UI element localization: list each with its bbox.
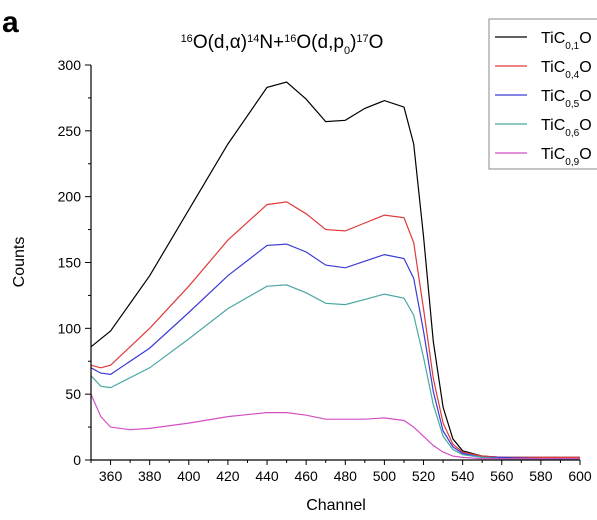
plot-area <box>90 81 580 460</box>
legend-entry: TiC0,5O <box>541 88 592 110</box>
chart-title: 16O(d,α)14N+16O(d,p0)17O <box>181 32 384 57</box>
legend-entry: TiC0,1O <box>541 30 592 52</box>
legend-entry: TiC0,4O <box>541 59 592 81</box>
x-tick-label: 600 <box>568 468 592 484</box>
x-axis-label: Channel <box>306 497 366 514</box>
x-tick-label: 560 <box>490 468 514 484</box>
x-tick-label: 500 <box>373 468 397 484</box>
y-tick-label: 200 <box>58 189 82 205</box>
y-tick-label: 300 <box>58 57 82 73</box>
x-tick-label: 440 <box>255 468 279 484</box>
legend-entry: TiC0,9O <box>541 146 592 168</box>
y-tick-label: 250 <box>58 123 82 139</box>
x-tick-label: 580 <box>529 468 553 484</box>
y-tick-label: 50 <box>65 386 81 402</box>
y-tick-label: 100 <box>58 320 82 336</box>
x-tick-label: 380 <box>138 468 162 484</box>
x-tick-label: 480 <box>334 468 358 484</box>
series-line-2 <box>90 201 580 458</box>
x-tick-label: 520 <box>412 468 436 484</box>
x-tick-label: 400 <box>177 468 201 484</box>
series-line-4 <box>90 284 580 460</box>
y-tick-label: 0 <box>73 452 81 468</box>
legend-entry: TiC0,6O <box>541 117 592 139</box>
series-line-1 <box>90 81 580 458</box>
x-tick-label: 360 <box>99 468 123 484</box>
x-tick-label: 420 <box>216 468 240 484</box>
axes: 360 380 400 420 440 460 480 500 520 540 560 580 600 0… <box>58 57 592 484</box>
y-tick-label: 150 <box>58 255 82 271</box>
panel-label: a <box>2 6 19 39</box>
x-tick-label: 460 <box>294 468 318 484</box>
legend-box <box>488 18 597 170</box>
series-line-3 <box>90 243 580 460</box>
series-line-5 <box>90 393 580 460</box>
legend: TiC0,1O TiC0,4O TiC0,5O TiC0,6O TiC0,9O <box>488 18 597 170</box>
x-tick-label: 540 <box>451 468 475 484</box>
y-axis-label: Counts <box>11 237 28 288</box>
